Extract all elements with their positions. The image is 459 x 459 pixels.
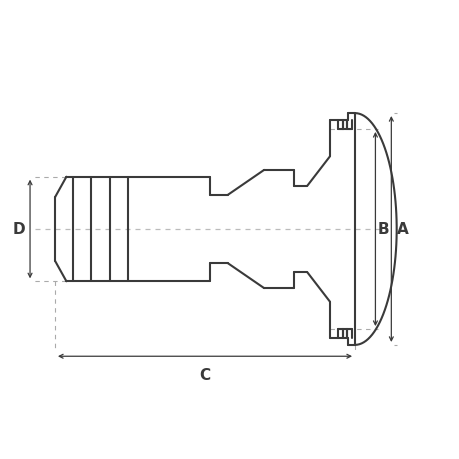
Text: A: A	[396, 222, 408, 237]
Text: C: C	[199, 367, 210, 382]
Text: B: B	[377, 222, 389, 237]
Text: D: D	[12, 222, 25, 237]
